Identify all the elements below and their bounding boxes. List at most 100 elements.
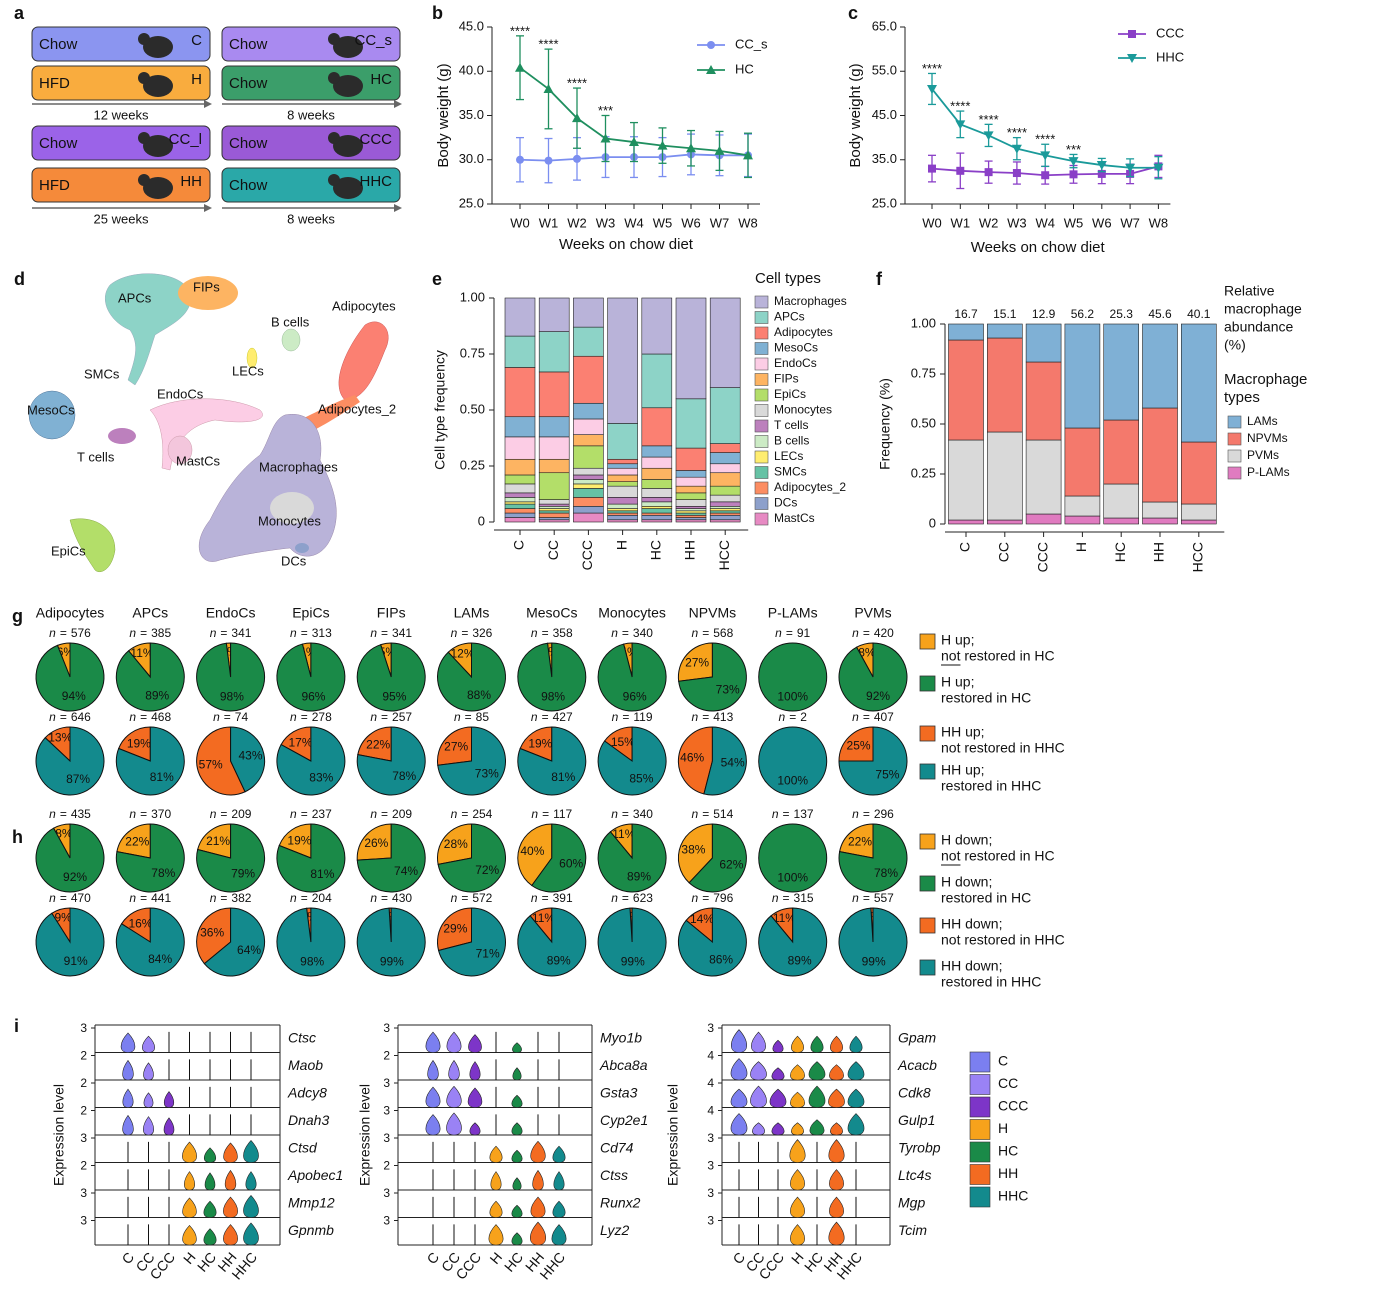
- bar-segment: [573, 297, 604, 328]
- n-equals: =: [542, 807, 549, 821]
- n-equals: =: [301, 626, 308, 640]
- pie-label: 75%: [875, 768, 899, 782]
- gene-label: Abca8a: [599, 1057, 648, 1073]
- violin: [511, 1204, 523, 1218]
- y-tick-label: 3: [707, 1214, 714, 1228]
- bar-segment: [504, 501, 536, 505]
- pie-label: 62%: [719, 858, 743, 872]
- violin: [203, 1200, 217, 1218]
- n-value: 341: [231, 626, 251, 640]
- group-label: HH: [180, 173, 202, 190]
- bar-segment: [675, 297, 707, 400]
- pie-label: 78%: [874, 866, 898, 880]
- legend-swatch: [919, 917, 936, 934]
- violin: [243, 1222, 259, 1246]
- pie-label: 25%: [847, 739, 871, 753]
- x-tick-label: CCC: [1034, 542, 1050, 572]
- x-tick-label: HC: [648, 540, 664, 560]
- n-symbol: n: [210, 626, 217, 640]
- significance: ****: [1007, 125, 1027, 140]
- abundance-title: Relative: [1224, 283, 1275, 299]
- x-axis-label: Weeks on chow diet: [971, 239, 1106, 256]
- significance: ****: [950, 99, 970, 114]
- abundance-label: 25.3: [1110, 307, 1134, 321]
- pie-slice: [196, 907, 232, 965]
- pie-label: 98%: [541, 690, 565, 704]
- violin: [790, 1196, 805, 1218]
- violin: [772, 1039, 784, 1053]
- bar-segment: [675, 519, 707, 523]
- n-symbol: n: [531, 626, 538, 640]
- n-symbol: n: [290, 626, 297, 640]
- n-value: 420: [874, 626, 894, 640]
- bar-segment: [1103, 419, 1139, 485]
- y-axis-label: Expression level: [665, 1084, 681, 1186]
- n-value: 257: [392, 710, 412, 724]
- n-value: 119: [633, 710, 652, 724]
- y-tick-label: 1.00: [911, 315, 936, 330]
- violin: [771, 1122, 785, 1136]
- n-equals: =: [863, 807, 870, 821]
- n-label: n = 315: [772, 891, 814, 905]
- mouse-icon: [143, 177, 173, 199]
- legend-swatch: [754, 512, 769, 526]
- n-label: n = 341: [210, 626, 252, 640]
- cluster-dcs: [295, 543, 309, 553]
- pie-label: 78%: [151, 866, 175, 880]
- gene-label: Gulp1: [898, 1112, 935, 1128]
- n-label: n = 568: [692, 626, 734, 640]
- cluster-label: LECs: [232, 363, 264, 378]
- pie-label: 8%: [55, 826, 73, 840]
- violin: [468, 1034, 482, 1053]
- n-symbol: n: [370, 626, 377, 640]
- group-label: CCC: [360, 131, 393, 148]
- marker: [1011, 144, 1022, 154]
- pie-label: 9%: [54, 911, 72, 925]
- violin: [790, 1064, 805, 1081]
- y-tick-label: 2: [80, 1076, 87, 1090]
- n-value: 296: [874, 807, 894, 821]
- violin: [752, 1122, 765, 1136]
- x-tick-label: W5: [653, 215, 673, 230]
- n-value: 435: [71, 807, 91, 821]
- legend-label: not restored in HHC: [941, 932, 1065, 948]
- n-value: 557: [874, 891, 894, 905]
- bar-segment: [504, 335, 536, 368]
- n-label: n = 85: [454, 710, 489, 724]
- violin: [489, 1200, 503, 1218]
- x-tick-label: W1: [539, 215, 559, 230]
- bar-segment: [1103, 517, 1139, 525]
- pie-slice: [517, 907, 587, 977]
- n-label: n = 204: [290, 891, 332, 905]
- n-value: 468: [151, 710, 171, 724]
- violin: [511, 1232, 523, 1246]
- bar-segment: [607, 514, 638, 521]
- marker: [928, 164, 936, 173]
- legend-label: FIPs: [774, 372, 799, 386]
- pie-label: 64%: [237, 943, 261, 957]
- marker: [983, 131, 994, 141]
- violin: [163, 1117, 175, 1136]
- n-equals: =: [140, 626, 147, 640]
- pie-slice: [356, 726, 426, 796]
- violin: [203, 1228, 217, 1246]
- legend-title: Cell types: [755, 270, 821, 287]
- legend-label: B cells: [774, 434, 809, 448]
- bar-segment: [504, 458, 536, 476]
- violin: [512, 1177, 522, 1191]
- bar-segment: [709, 387, 741, 444]
- bar-segment: [675, 506, 707, 509]
- pie-label: 78%: [392, 769, 416, 783]
- legend-label: EndoCs: [774, 356, 817, 370]
- n-equals: =: [60, 710, 67, 724]
- x-tick-label: HH: [1151, 542, 1167, 562]
- pie-slice: [437, 726, 506, 796]
- y-tick-label: 3: [383, 1076, 390, 1090]
- legend-label: NPVMs: [1247, 431, 1288, 445]
- pie-label: 86%: [709, 953, 733, 967]
- legend-swatch: [754, 311, 769, 324]
- pie-slice: [758, 907, 828, 977]
- n-value: 204: [312, 891, 332, 905]
- cluster-label: SMCs: [84, 366, 120, 381]
- violin: [143, 1062, 154, 1081]
